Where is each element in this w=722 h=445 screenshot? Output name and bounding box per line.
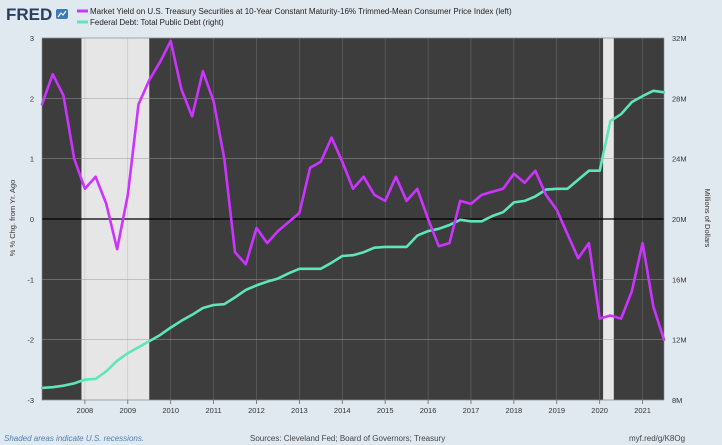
recession-note: Shaded areas indicate U.S. recessions. (4, 434, 144, 443)
legend: Market Yield on U.S. Treasury Securities… (77, 7, 512, 27)
series-line-debt (40, 89, 666, 390)
right-tick-label: 20M (672, 215, 687, 224)
series-line-yield (40, 39, 666, 342)
right-tick-label: 12M (672, 336, 687, 345)
left-tick-label: 1 (30, 155, 34, 164)
axes: -3 -2 -1 0 1 2 3 8M 12M 16M 20M 24M 28M 32M 2008 2009 20… (27, 34, 686, 415)
x-tick-label: 2017 (463, 406, 480, 415)
fred-logo[interactable]: FRED (6, 5, 68, 24)
left-tick-label: 3 (30, 34, 34, 43)
permalink[interactable]: myf.red/g/K8Og (629, 434, 685, 443)
right-tick-label: 8M (672, 396, 682, 405)
plot-border (41, 37, 665, 401)
legend-label-yield: Market Yield on U.S. Treasury Securities… (90, 7, 512, 16)
x-tick-label: 2016 (420, 406, 437, 415)
x-tick-label: 2010 (162, 406, 179, 415)
x-tick-label: 2015 (377, 406, 394, 415)
right-tick-label: 28M (672, 94, 687, 103)
left-axis-title: % % Chg. from Yr. Ago (8, 180, 17, 257)
left-tick-label: 0 (30, 215, 34, 224)
left-tick-label: -2 (27, 336, 34, 345)
chart-logo-icon-line (57, 10, 67, 18)
right-axis-title: Millions of Dollars (703, 189, 712, 248)
x-tick-label: 2020 (591, 406, 608, 415)
left-tick-label: 2 (30, 94, 34, 103)
x-tick-label: 2008 (77, 406, 94, 415)
x-tick-label: 2011 (206, 406, 222, 415)
legend-label-debt: Federal Debt: Total Public Debt (right) (90, 18, 224, 27)
fred-logo-text: FRED (6, 5, 52, 24)
x-tick-label: 2009 (119, 406, 136, 415)
left-tick-label: -1 (27, 275, 34, 284)
x-tick-label: 2021 (634, 406, 651, 415)
x-tick-label: 2018 (506, 406, 523, 415)
plot-area (40, 37, 666, 401)
right-tick-label: 24M (672, 155, 687, 164)
sources-text: Sources: Cleveland Fed; Board of Governo… (250, 434, 445, 443)
x-tick-label: 2013 (291, 406, 308, 415)
right-tick-label: 32M (672, 34, 687, 43)
x-tick-label: 2012 (248, 406, 265, 415)
x-tick-label: 2014 (334, 406, 351, 415)
right-tick-label: 16M (672, 275, 687, 284)
left-tick-label: -3 (27, 396, 34, 405)
x-tick-label: 2019 (548, 406, 565, 415)
